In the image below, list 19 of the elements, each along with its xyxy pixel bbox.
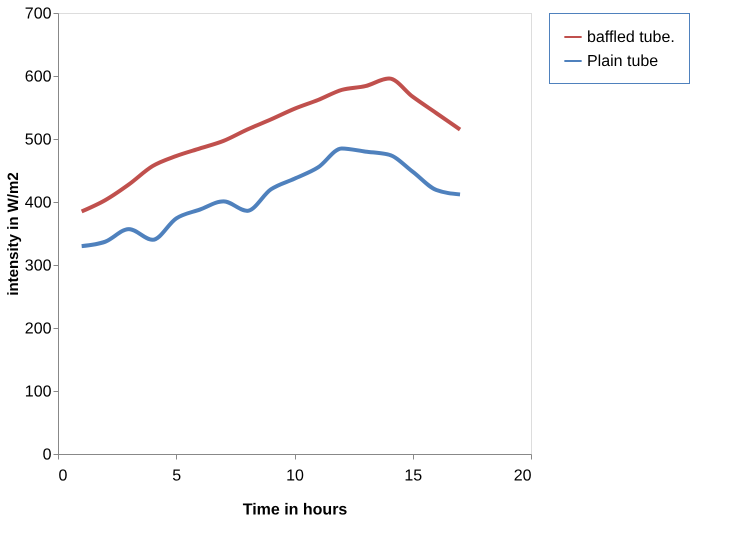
y-tick-label: 100 — [24, 384, 52, 400]
legend-label: Plain tube — [587, 53, 658, 70]
y-tick-label: 500 — [24, 132, 52, 148]
x-tick-label: 0 — [58, 468, 68, 484]
line-series — [80, 146, 462, 248]
y-tick-label: 0 — [42, 446, 52, 464]
x-tick-label: 10 — [286, 468, 304, 484]
y-tick-label: 300 — [24, 258, 52, 274]
y-tick-label: 400 — [24, 194, 52, 212]
y-tick-label: 700 — [24, 6, 52, 22]
x-tick-label: 20 — [514, 468, 532, 484]
y-tick-label: 600 — [24, 68, 52, 86]
line-series — [80, 76, 462, 214]
y-tick-label: 200 — [24, 320, 52, 338]
x-tick-label: 15 — [404, 468, 422, 484]
x-tick-label: 5 — [172, 468, 182, 484]
x-axis-title: Time in hours — [242, 502, 348, 518]
legend-label: baffled tube. — [587, 29, 675, 46]
y-axis-title: intensity in W/m2 — [4, 172, 22, 296]
